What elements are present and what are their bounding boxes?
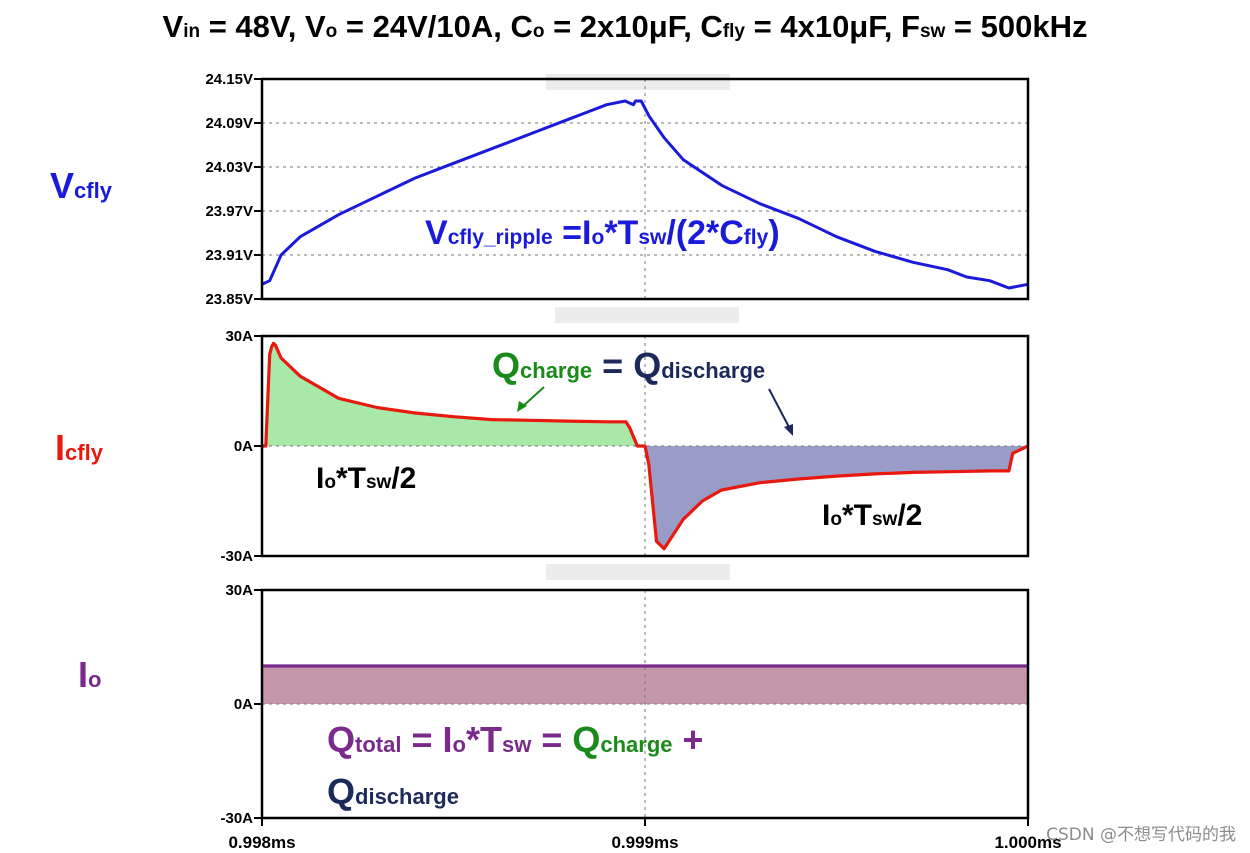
y-tick-label: 23.85V xyxy=(205,291,253,308)
plot-frame xyxy=(260,77,1030,301)
watermark: CSDN @不想写代码的我 xyxy=(1046,825,1236,845)
panel-1: 24.15V 24.09V 24.03V 23.97V 23.91V 23.85V xyxy=(205,71,1030,308)
plot-frame xyxy=(260,334,1030,558)
label-icfly: Icfly xyxy=(55,427,104,468)
series-line xyxy=(261,99,1029,290)
io-area xyxy=(262,666,1028,704)
x-tick-label: 0.999ms xyxy=(611,833,678,852)
y-tick-label: 0A xyxy=(234,438,253,455)
ripple-formula: Vcfly_ripple =Io*Tsw/(2*Cfly) xyxy=(425,214,780,252)
charge-area xyxy=(262,343,645,446)
charge-amount-text: Io*Tsw/2 xyxy=(316,462,416,495)
y-tick-label: -30A xyxy=(220,548,253,565)
total-charge-text: Qtotal = Io*Tsw = Qcharge + xyxy=(327,719,704,760)
y-tick-label: 23.97V xyxy=(205,203,253,220)
y-tick-label: 24.15V xyxy=(205,71,253,88)
arrow-charge xyxy=(520,386,545,409)
x-tick-label: 1.000ms xyxy=(994,833,1061,852)
panel-tab xyxy=(546,74,730,90)
panel-tab xyxy=(546,564,730,580)
y-tick-label: 24.03V xyxy=(205,159,253,176)
discharge-amount-text: Io*Tsw/2 xyxy=(822,499,922,532)
panel-tab xyxy=(555,307,739,323)
label-io: Io xyxy=(78,654,101,695)
y-tick-label: 24.09V xyxy=(205,115,253,132)
y-tick-label: 30A xyxy=(225,582,253,599)
arrowhead-discharge xyxy=(784,424,793,436)
panel-2: 30A 0A -30A xyxy=(220,307,1030,565)
label-vcfly: Vcfly xyxy=(50,165,113,206)
y-tick-label: 23.91V xyxy=(205,247,253,264)
y-tick-label: 0A xyxy=(234,696,253,713)
arrowhead-charge xyxy=(517,401,527,412)
total-charge-text-line2: Qdischarge xyxy=(327,771,459,812)
y-tick-label: -30A xyxy=(220,810,253,827)
x-tick-label: 0.998ms xyxy=(228,833,295,852)
arrow-discharge xyxy=(768,388,791,430)
charge-balance-text: Qcharge = Qdischarge xyxy=(492,345,765,386)
series-line xyxy=(262,341,1029,551)
figure-title: Vin = 48V, Vo = 24V/10A, Co = 2x10μF, Cf… xyxy=(163,9,1088,44)
panel-3: 30A 0A -30A xyxy=(220,564,1030,827)
y-tick-label: 30A xyxy=(225,328,253,345)
discharge-area xyxy=(645,446,1028,549)
